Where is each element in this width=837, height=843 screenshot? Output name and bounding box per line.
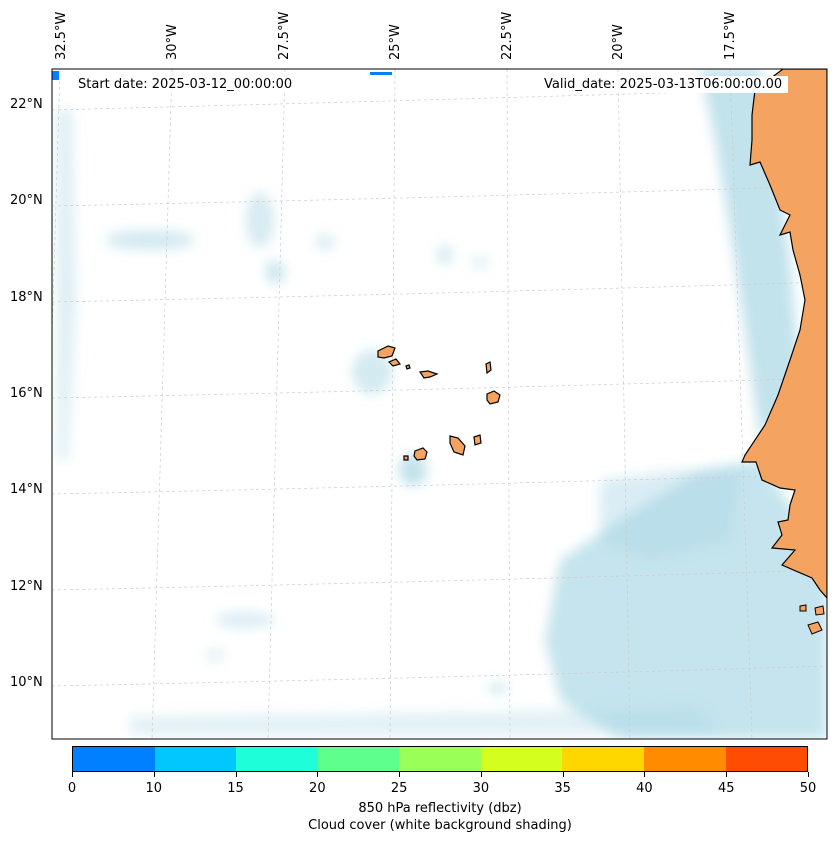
- colorbar-tick: [726, 772, 728, 777]
- colorbar-tick-label: 15: [227, 781, 244, 796]
- lat-label-22n: 22°N: [10, 97, 43, 112]
- bijagos-islands: [799, 604, 825, 635]
- colorbar-tick-label: 35: [554, 781, 571, 796]
- lon-label-27-5w: 27.5°W: [277, 11, 292, 60]
- africa-landmass: [741, 69, 827, 599]
- colorbar-tick: [808, 772, 809, 777]
- colorbar-segment: [73, 747, 155, 771]
- map-frame: [51, 68, 828, 740]
- colorbar-tick-label: 20: [309, 781, 326, 796]
- colorbar-segment: [480, 747, 563, 771]
- lat-label-14n: 14°N: [10, 482, 43, 497]
- colorbar-tick: [644, 772, 646, 777]
- colorbar-tick: [72, 772, 73, 777]
- lat-label-16n: 16°N: [10, 386, 43, 401]
- colorbar-tick: [480, 772, 482, 777]
- lon-label-30w: 30°W: [165, 24, 180, 60]
- colorbar-segment: [154, 747, 237, 771]
- reflectivity-echo-west: [52, 71, 59, 80]
- colorbar-tick-label: 0: [67, 781, 77, 796]
- colorbar-tick-label: 10: [145, 781, 163, 796]
- cloud-cover: [56, 69, 827, 739]
- colorbar-segment: [643, 747, 726, 771]
- lon-label-22-5w: 22.5°W: [500, 11, 515, 60]
- colorbar-segment: [317, 747, 400, 771]
- colorbar-tick-label: 45: [717, 781, 735, 796]
- lat-label-10n: 10°N: [10, 675, 43, 690]
- colorbar-segment: [562, 747, 644, 771]
- cape-verde-islands: [377, 345, 501, 461]
- colorbar-tick-label: 40: [636, 781, 653, 796]
- colorbar-tick: [562, 772, 564, 777]
- reflectivity-colorbar: [72, 746, 808, 772]
- lon-label-25w: 25°W: [388, 24, 403, 60]
- gridlines: [52, 69, 827, 739]
- lon-label-20w: 20°W: [611, 24, 626, 60]
- colorbar-tick-label: 25: [390, 781, 408, 796]
- colorbar-segment: [399, 747, 481, 771]
- colorbar-label: 850 hPa reflectivity (dbz): [358, 801, 522, 816]
- lon-label-32-5w: 32.5°W: [54, 11, 69, 60]
- start-date-label: Start date: 2025-03-12_00:00:00: [72, 76, 299, 93]
- reflectivity-echo-north: [370, 72, 392, 75]
- colorbar-tick: [399, 772, 401, 777]
- colorbar-tick: [317, 772, 319, 777]
- colorbar-segment: [725, 747, 808, 771]
- lat-label-20n: 20°N: [10, 193, 43, 208]
- colorbar-segment: [236, 747, 318, 771]
- lat-label-18n: 18°N: [10, 290, 43, 305]
- lat-label-12n: 12°N: [10, 579, 43, 594]
- lon-label-17-5w: 17.5°W: [723, 11, 738, 60]
- colorbar-tick-label: 30: [472, 781, 490, 796]
- colorbar-tick-label: 50: [799, 781, 817, 796]
- colorbar-tick: [153, 772, 155, 777]
- colorbar-sublabel: Cloud cover (white background shading): [308, 818, 572, 833]
- valid-date-label: Valid_date: 2025-03-13T06:00:00.00: [538, 76, 789, 93]
- colorbar-tick: [235, 772, 237, 777]
